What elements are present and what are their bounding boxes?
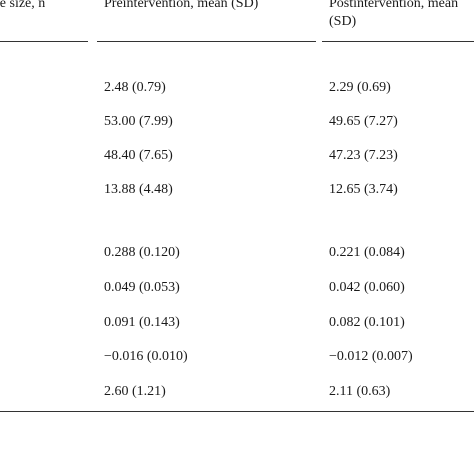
header-postintervention: Postintervention, mean (SD) <box>329 0 459 29</box>
table-cell-post: −0.012 (0.007) <box>329 349 413 364</box>
table-cell-pre: −0.016 (0.010) <box>104 349 188 364</box>
table-cell-post: 47.23 (7.23) <box>329 148 398 163</box>
table-cell-post: 2.11 (0.63) <box>329 384 391 399</box>
header-rule-right <box>322 41 474 42</box>
table-cell-pre: 48.40 (7.65) <box>104 148 173 163</box>
table-cell-post: 0.221 (0.084) <box>329 245 405 260</box>
table-cell-pre: 13.88 (4.48) <box>104 182 173 197</box>
table-cell-pre: 2.60 (1.21) <box>104 384 166 399</box>
table-bottom-rule <box>0 411 474 412</box>
table-cell-pre: 2.48 (0.79) <box>104 80 166 95</box>
table-cell-post: 49.65 (7.27) <box>329 114 398 129</box>
table-cell-pre: 0.049 (0.053) <box>104 280 180 295</box>
table-cell-pre: 0.091 (0.143) <box>104 315 180 330</box>
header-preintervention: Preintervention, mean (SD) <box>104 0 259 11</box>
header-sample-size: mple size, n <box>0 0 46 11</box>
header-rule-middle <box>97 41 316 42</box>
table-cell-pre: 0.288 (0.120) <box>104 245 180 260</box>
table-cell-pre: 53.00 (7.99) <box>104 114 173 129</box>
header-rule-left <box>0 41 88 42</box>
table-cell-post: 0.042 (0.060) <box>329 280 405 295</box>
table-cell-post: 12.65 (3.74) <box>329 182 398 197</box>
table-cell-post: 2.29 (0.69) <box>329 80 391 95</box>
table-cell-post: 0.082 (0.101) <box>329 315 405 330</box>
